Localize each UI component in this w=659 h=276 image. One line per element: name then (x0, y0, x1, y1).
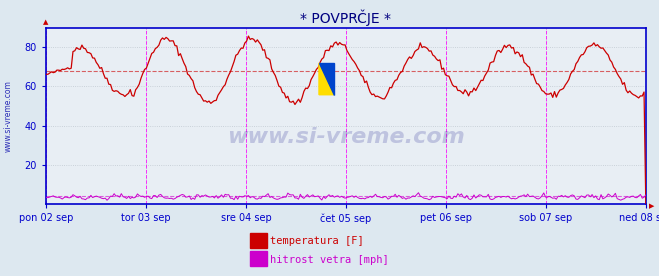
Polygon shape (319, 63, 334, 95)
Title: * POVPRČJE *: * POVPRČJE * (301, 10, 391, 26)
Polygon shape (319, 63, 334, 95)
Text: www.si-vreme.com: www.si-vreme.com (227, 127, 465, 147)
Text: www.si-vreme.com: www.si-vreme.com (3, 80, 13, 152)
Text: ▲: ▲ (43, 19, 49, 25)
Text: hitrost vetra [mph]: hitrost vetra [mph] (270, 255, 389, 265)
Text: temperatura [F]: temperatura [F] (270, 237, 364, 246)
Text: ▶: ▶ (649, 203, 654, 209)
